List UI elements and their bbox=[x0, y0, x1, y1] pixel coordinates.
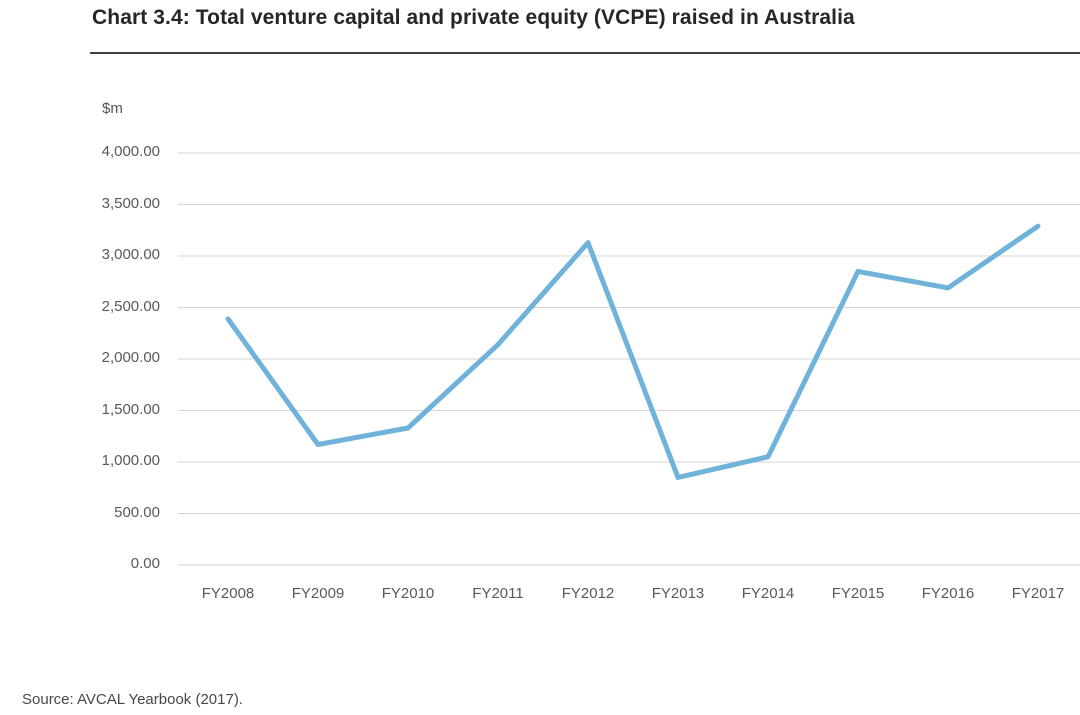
x-tick-label: FY2017 bbox=[1011, 585, 1065, 602]
vcpe-data-line bbox=[225, 223, 1041, 480]
y-tick-label: 3,500.00 bbox=[101, 194, 160, 212]
x-tick-label: FY2009 bbox=[291, 585, 345, 602]
x-tick-label: FY2014 bbox=[741, 585, 795, 602]
x-tick-label: FY2010 bbox=[381, 585, 435, 602]
y-tick-label: 1,000.00 bbox=[101, 452, 160, 469]
y-tick-label: 0.00 bbox=[130, 555, 160, 572]
y-tick-label: 500.00 bbox=[114, 503, 160, 521]
x-tick-label: FY2016 bbox=[921, 585, 975, 602]
source-note: Source: AVCAL Yearbook (2017). bbox=[22, 691, 243, 708]
y-axis-unit-label: $m bbox=[102, 100, 123, 117]
x-tick-label: FY2013 bbox=[651, 585, 705, 602]
title-underline-rule bbox=[90, 52, 1080, 54]
y-tick-label: 2,000.00 bbox=[101, 349, 160, 366]
x-tick-label: FY2011 bbox=[472, 585, 524, 602]
y-tick-label: 4,000.00 bbox=[101, 143, 160, 160]
y-tick-label: 1,500.00 bbox=[101, 400, 160, 418]
y-tick-label: 2,500.00 bbox=[101, 297, 160, 315]
x-tick-label: FY2012 bbox=[561, 585, 615, 602]
y-tick-label: 3,000.00 bbox=[101, 246, 160, 263]
x-tick-label: FY2008 bbox=[201, 585, 255, 602]
chart-title: Chart 3.4: Total venture capital and pri… bbox=[92, 6, 855, 29]
x-tick-label: FY2015 bbox=[831, 585, 885, 602]
